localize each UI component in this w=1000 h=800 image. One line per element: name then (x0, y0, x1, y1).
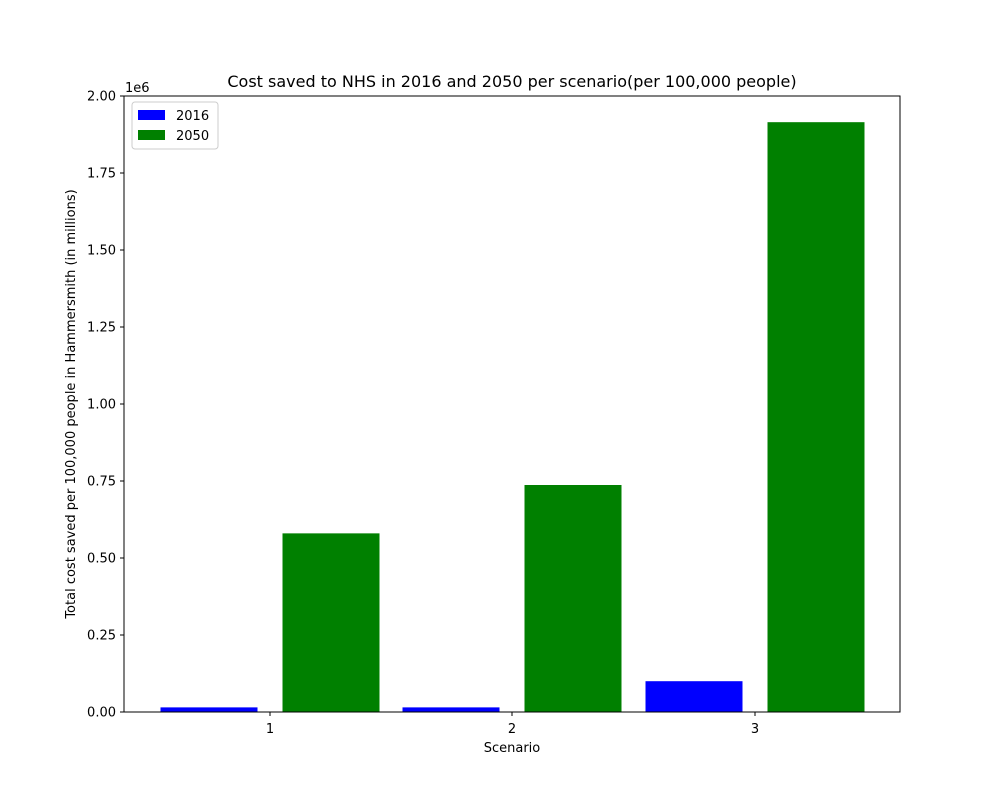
y-tick-label: 0.25 (87, 629, 116, 644)
y-tick-label: 1.25 (87, 321, 116, 336)
y-tick-label: 1.50 (87, 244, 116, 259)
chart-title: Cost saved to NHS in 2016 and 2050 per s… (227, 72, 796, 91)
bar-2016-scenario-3 (645, 681, 743, 712)
bar-2016-scenario-1 (160, 707, 258, 712)
legend-label-2050: 2050 (176, 129, 209, 144)
plot-frame (123, 95, 901, 713)
bar-2050-scenario-1 (282, 533, 380, 712)
x-axis-label: Scenario (484, 741, 541, 756)
y-axis-label: Total cost saved per 100,000 people in H… (64, 189, 79, 619)
y-tick-label: 1.75 (87, 167, 116, 182)
y-tick-label: 1.00 (87, 398, 116, 413)
bars-layer (160, 122, 865, 713)
x-tick-label: 3 (751, 722, 759, 737)
bar-2050-scenario-2 (524, 485, 622, 712)
legend-swatch-2050 (138, 130, 165, 140)
y-tick-label: 0.50 (87, 552, 116, 567)
y-tick-label: 0.75 (87, 475, 116, 490)
legend-label-2016: 2016 (176, 109, 209, 124)
bar-2050-scenario-3 (767, 122, 865, 713)
legend: 2016 2050 (131, 101, 219, 150)
ticks-layer: 0.00 0.25 0.50 0.75 1.00 1.25 1.50 1.75 2.00 1 2 3 (87, 90, 759, 738)
y-tick-label: 0.00 (87, 706, 116, 721)
y-offset-text: 1e6 (125, 81, 150, 96)
x-tick-label: 2 (508, 722, 516, 737)
x-tick-label: 1 (266, 722, 274, 737)
bar-2016-scenario-2 (402, 707, 500, 712)
y-tick-label: 2.00 (87, 90, 116, 105)
legend-swatch-2016 (138, 110, 165, 120)
